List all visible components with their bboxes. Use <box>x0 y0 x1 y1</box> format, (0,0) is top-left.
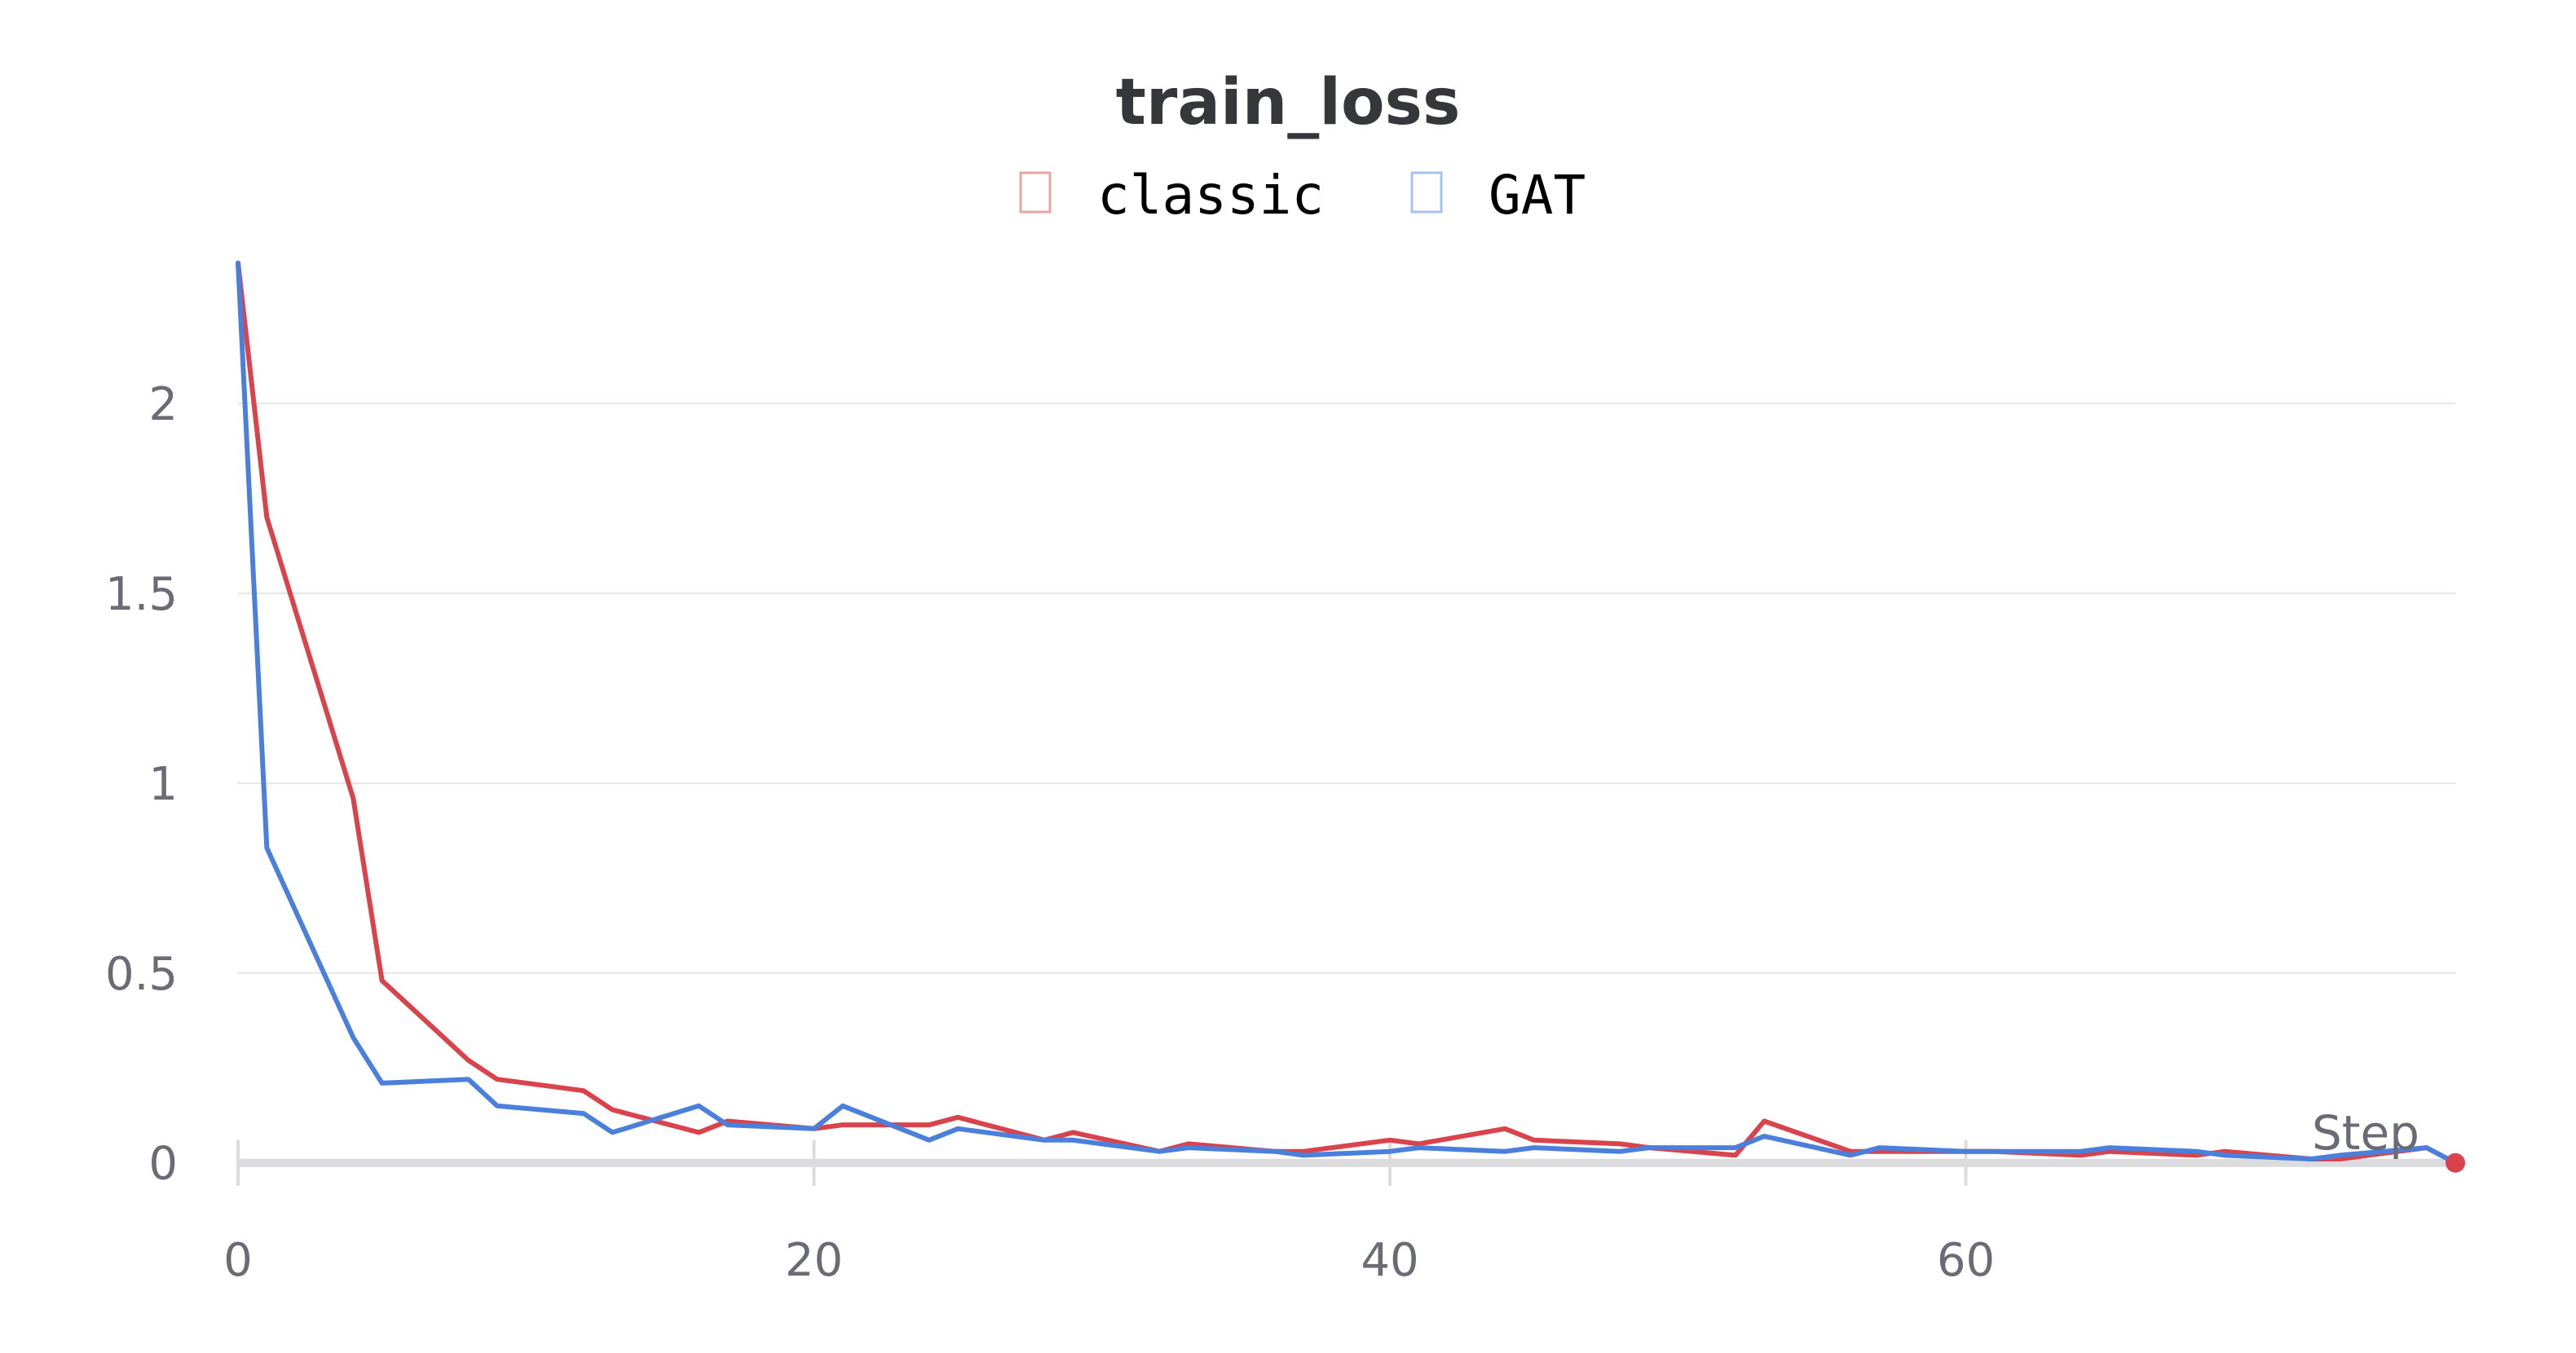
legend: classic GAT <box>1019 164 1586 227</box>
x-tick-label: 40 <box>1361 1234 1418 1287</box>
series-line-classic[interactable] <box>236 260 2458 1166</box>
series-end-point <box>2446 1152 2465 1173</box>
legend-label-classic: classic <box>1097 164 1324 227</box>
chart-title: train_loss <box>1116 66 1461 139</box>
x-tick-label: 0 <box>223 1234 253 1287</box>
grid-lines <box>238 403 2455 974</box>
x-tick-label: 60 <box>1937 1234 1995 1287</box>
series-layer <box>236 260 2465 1173</box>
y-axis: 0 0.5 1 1.5 2 <box>105 378 178 1191</box>
y-tick-label: 1 <box>148 758 178 811</box>
legend-item-gat[interactable]: GAT <box>1410 164 1586 227</box>
series-line-gat[interactable] <box>236 260 2458 1166</box>
legend-swatch-classic <box>1019 171 1052 214</box>
x-tick-label: 20 <box>785 1234 843 1287</box>
y-tick-label: 1.5 <box>105 568 178 621</box>
x-axis-ticks: 0 20 40 60 <box>223 1139 1995 1287</box>
x-axis-label: Step <box>2312 1105 2419 1161</box>
y-tick-label: 2 <box>148 378 178 431</box>
legend-swatch-gat <box>1410 171 1443 214</box>
y-tick-label: 0.5 <box>105 948 178 1001</box>
legend-item-classic[interactable]: classic <box>1019 164 1324 227</box>
y-tick-label: 0 <box>148 1138 178 1191</box>
legend-label-gat: GAT <box>1489 164 1586 227</box>
